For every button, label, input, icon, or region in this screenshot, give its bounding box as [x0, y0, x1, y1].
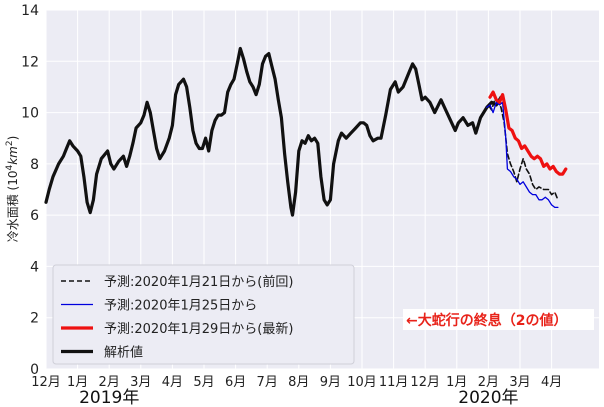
- x-tick-label: 1月: [67, 375, 88, 390]
- y-axis-label-exp: 4: [5, 165, 15, 171]
- y-axis-label-main: 冷水面積 (10: [5, 171, 20, 243]
- x-tick-label: 4月: [541, 375, 562, 390]
- x-tick-label: 12月: [410, 375, 440, 390]
- year-labels: 2019年 2020年: [79, 388, 518, 407]
- x-tick-label: 5月: [193, 375, 214, 390]
- annotation-bg: [403, 309, 594, 330]
- y-axis-label-exp2: 2: [5, 140, 15, 146]
- x-tick-label: 11月: [379, 375, 409, 390]
- legend-label: 予測:2020年1月25日から: [104, 299, 257, 314]
- x-tick-label: 10月: [347, 375, 377, 390]
- y-axis-label-unit: km: [6, 146, 20, 165]
- x-tick-label: 12月: [31, 375, 61, 390]
- series-layer: [44, 46, 568, 217]
- x-tick-label: 8月: [288, 375, 309, 390]
- x-tick-label: 4月: [162, 375, 183, 390]
- x-tick-label: 1月: [446, 375, 467, 390]
- y-tick-label: 10: [21, 106, 39, 122]
- y-tick-label: 8: [30, 157, 39, 173]
- x-tick-label: 7月: [257, 375, 278, 390]
- annotation-text: ←大蛇行の終息（2の値）: [406, 312, 567, 329]
- series-line-2: [486, 101, 559, 209]
- legend-label: 解析値: [104, 345, 143, 361]
- x-tick-label: 3月: [130, 375, 151, 390]
- y-tick-label: 4: [30, 259, 39, 275]
- year-label: 2019年: [79, 388, 139, 407]
- x-tick-label: 2月: [99, 375, 120, 390]
- legend: 予測:2020年1月21日から(前回) 予測:2020年1月25日から予測:202…: [52, 264, 355, 365]
- y-tick-label: 14: [21, 3, 39, 19]
- y-tick-label: 0: [30, 362, 39, 378]
- x-tick-label: 9月: [320, 375, 341, 390]
- x-tick-label: 2月: [478, 375, 499, 390]
- series-line-3: [488, 90, 568, 176]
- legend-label: 予測:2020年1月29日から(最新): [104, 321, 293, 337]
- x-tick-label: 3月: [509, 375, 530, 390]
- y-axis-label: 冷水面積 (104km2): [5, 136, 20, 243]
- legend-items: 予測:2020年1月21日から(前回) 予測:2020年1月25日から予測:202…: [61, 274, 293, 361]
- legend-box: [52, 264, 355, 365]
- legend-label: 予測:2020年1月21日から(前回): [104, 274, 293, 290]
- year-label: 2020年: [458, 388, 518, 407]
- x-tick-labels: 12月 1月 2月 3月 4月 5月 6月 7月 8月 9月 10月 11月 12月 1月 2月 3月 4月: [31, 375, 562, 390]
- y-tick-label: 12: [21, 54, 39, 70]
- annotation: ←大蛇行の終息（2の値）: [403, 309, 594, 330]
- series-line-0: [44, 46, 503, 217]
- y-tick-label: 2: [30, 311, 39, 327]
- y-tick-label: 6: [30, 208, 39, 224]
- x-tick-label: 6月: [225, 375, 246, 390]
- y-axis-label-close: ): [6, 136, 20, 141]
- y-tick-labels: 0 2 4 6 8 10 12 14: [21, 3, 39, 378]
